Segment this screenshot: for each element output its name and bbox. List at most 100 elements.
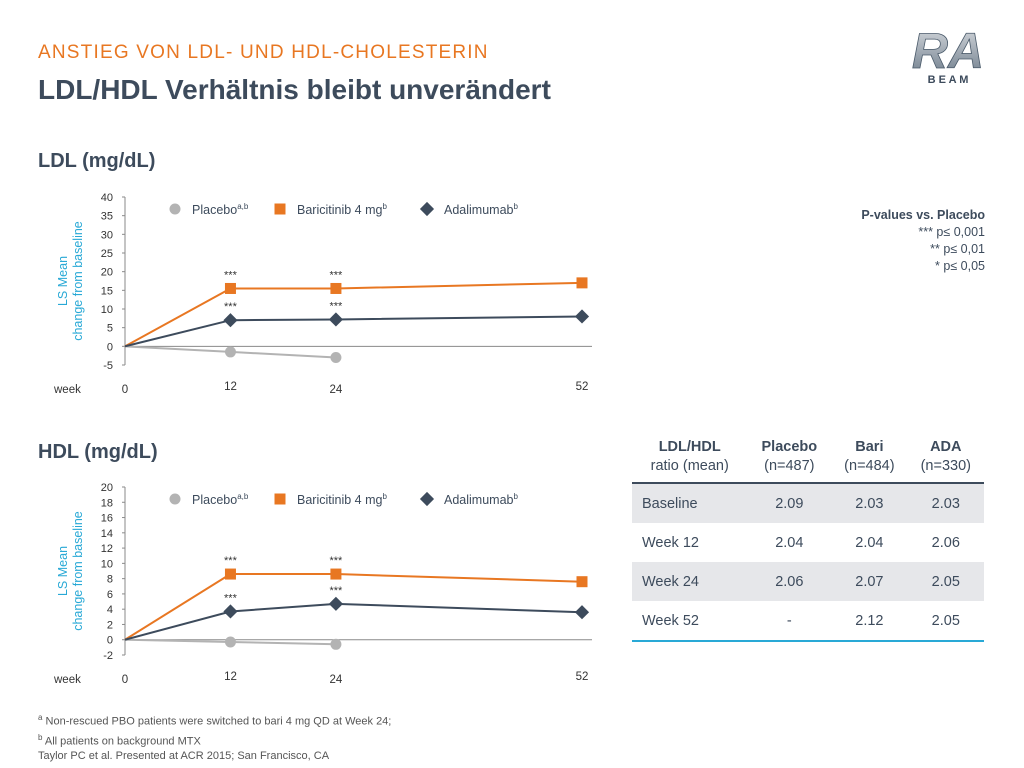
y-tick-label: 35 [101,211,113,223]
pvalue-line: *** p≤ 0,001 [918,225,985,239]
legend-superscript: b [382,492,387,501]
significance-annotation: *** [330,585,344,597]
cell: 2.05 [931,573,960,590]
cell: 2.12 [855,612,884,629]
cell: 2.09 [775,495,804,512]
data-point [576,576,588,588]
y-tick-label: 16 [101,513,113,525]
pvalue-line: * p≤ 0,05 [935,259,985,273]
footnote: b All patients on background MTX [38,732,201,748]
x-tick-label: 52 [576,671,589,683]
legend-name: Baricitinib 4 mg [297,493,382,507]
legend-marker-diamond [419,491,435,507]
significance-annotation: *** [330,555,344,567]
data-point [224,346,236,358]
legend-marker-circle [169,203,181,215]
significance-annotation: *** [330,269,344,281]
row-label: Week 12 [642,534,699,551]
data-point [576,277,588,289]
x-axis-label: week [53,674,81,686]
y-tick-label: 10 [101,304,113,316]
legend-superscript: b [513,492,518,501]
table-row: Week 24 2.06 2.07 2.05 [632,562,984,601]
significance-annotation: *** [224,555,238,567]
x-tick-label: 12 [224,671,237,683]
footnote: a Non-rescued PBO patients were switched… [38,713,392,728]
y-tick-label: 12 [101,543,113,555]
logo-ra: RA [912,24,984,79]
legend-superscript: a,b [237,202,249,211]
y-tick-label: 20 [101,482,113,494]
legend-marker-square [274,203,286,215]
x-axis-label: week [53,384,81,396]
ldl-chart-title: LDL (mg/dL) [38,150,156,172]
legend-label: Placeboa,b [192,492,249,507]
table-row: Baseline 2.09 2.03 2.03 [632,483,984,523]
y-tick-label: 2 [107,619,113,631]
x-tick-label: 0 [122,384,128,396]
table-row: Week 12 2.04 2.04 2.06 [632,523,984,562]
data-point [224,568,236,580]
data-point [574,309,590,324]
col-header-ada: ADA (n=330) [920,439,971,474]
page-title: LDL/HDL Verhältnis bleibt unverändert [38,74,551,105]
legend-superscript: b [382,202,387,211]
y-tick-label: 4 [107,604,113,616]
x-tick-label: 12 [224,381,237,393]
pvalue-line: ** p≤ 0,01 [930,242,985,256]
y-tick-label: 20 [101,267,113,279]
series-line-adalimumab [124,315,583,348]
legend-label: Baricitinib 4 mgb [297,202,387,217]
cell: 2.03 [855,495,884,512]
data-point [224,636,236,648]
row-label: Baseline [642,495,698,512]
x-tick-label: 24 [330,384,343,396]
legend-label: Adalimumabb [444,202,518,217]
y-tick-label: 30 [101,229,113,241]
y-tick-label: 10 [101,558,113,570]
series-line-adalimumab [124,602,583,641]
data-point [328,312,343,327]
y-tick-label: 15 [101,285,113,297]
y-tick-label: -2 [103,650,113,662]
row-label: Week 24 [642,573,699,590]
cell: 2.07 [855,573,884,590]
col-header-placebo: Placebo (n=487) [761,439,818,474]
series-line-baricitinib-4-mg [124,281,583,348]
ldl-hdl-ratio-table: LDL/HDL ratio (mean) Placebo (n=487) Bari(… [632,436,984,642]
legend-superscript: b [513,202,518,211]
legend-superscript: a,b [237,492,249,501]
data-point [328,596,343,611]
data-point [330,568,342,580]
y-axis-label: LS Meanchange from baseline [56,511,85,631]
pvalue-title: P-values vs. Placebo [861,208,985,222]
data-point [574,605,590,620]
y-tick-label: 0 [107,635,113,647]
footnotes: a Non-rescued PBO patients were switched… [38,710,391,764]
x-tick-label: 0 [122,674,128,686]
y-axis-label: LS Meanchange from baseline [56,221,85,341]
significance-annotation: *** [224,269,238,281]
cell: 2.05 [931,612,960,629]
y-tick-label: 5 [107,323,113,335]
y-tick-label: 25 [101,248,113,260]
cell: - [786,612,792,629]
cell: 2.04 [775,534,804,551]
significance-annotation: *** [330,300,344,312]
legend-marker-square [274,493,286,505]
ra-beam-logo: RA B E A M [911,24,984,86]
cell: 2.06 [775,573,804,590]
col-header-ratio: LDL/HDL ratio (mean) [650,439,729,474]
legend-name: Adalimumab [444,493,514,507]
y-tick-label: -5 [103,360,113,372]
legend-name: Baricitinib 4 mg [297,203,382,217]
significance-annotation: *** [224,592,238,604]
cell: 2.06 [931,534,960,551]
logo-beam: B E A M [928,74,969,86]
cell: 2.04 [855,534,884,551]
legend-label: Adalimumabb [444,492,518,507]
legend-name: Placebo [192,493,237,507]
y-tick-label: 14 [101,528,113,540]
y-tick-label: 40 [101,192,113,204]
